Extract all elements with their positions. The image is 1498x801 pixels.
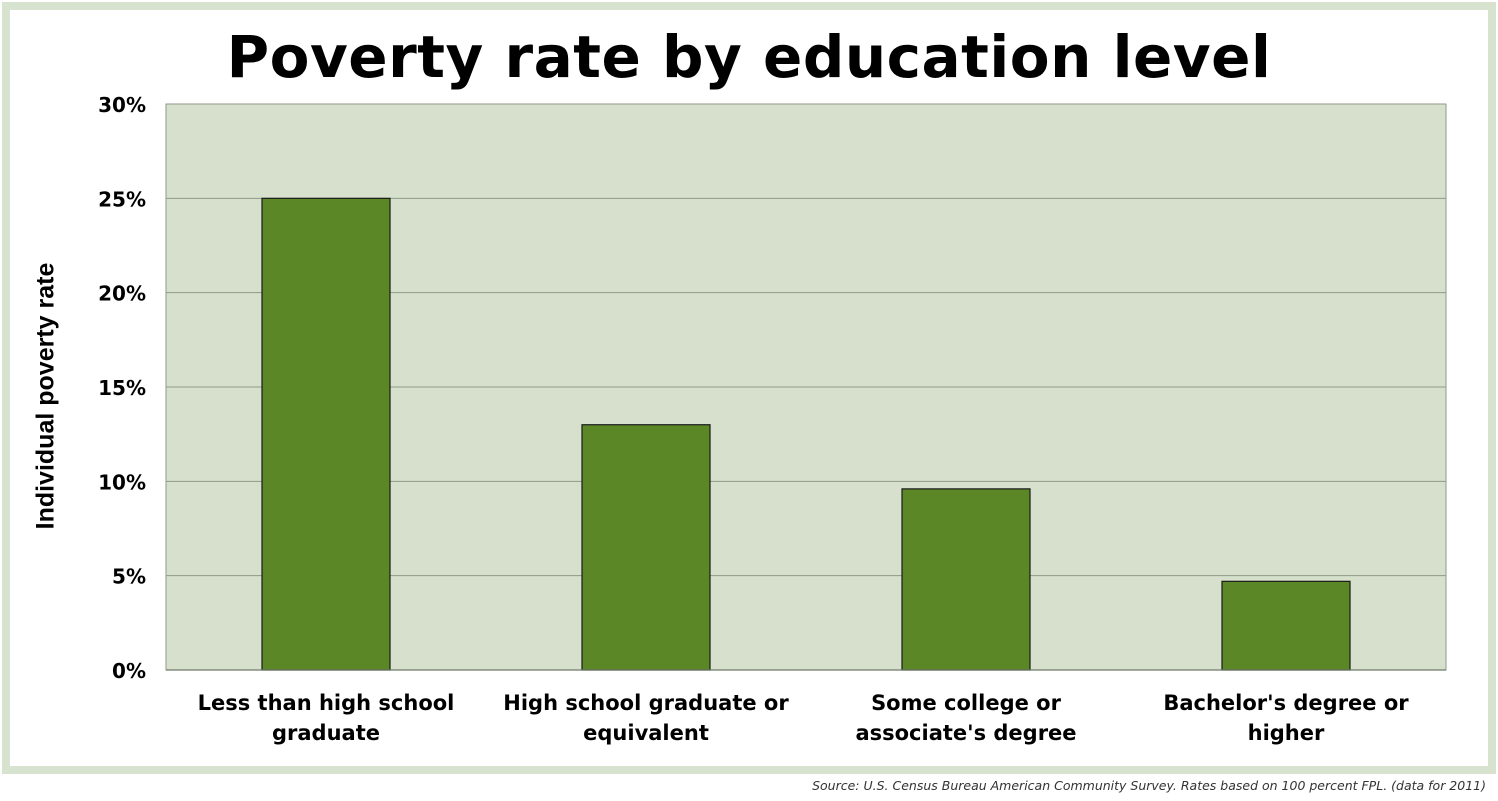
bar xyxy=(1221,580,1351,671)
x-tick-label: Less than high school xyxy=(198,691,455,715)
bar xyxy=(901,488,1031,671)
y-tick-label: 30% xyxy=(98,93,146,117)
source-note: Source: U.S. Census Bureau American Comm… xyxy=(812,778,1486,793)
bar xyxy=(581,424,711,671)
x-tick-label: Bachelor's degree or xyxy=(1163,691,1409,715)
y-tick-label: 25% xyxy=(98,187,146,211)
y-tick-label: 10% xyxy=(98,470,146,494)
x-tick-label: higher xyxy=(1248,721,1325,745)
x-tick-label: Some college or xyxy=(871,691,1062,715)
y-tick-label: 5% xyxy=(112,565,146,589)
bar xyxy=(261,197,391,671)
x-tick-label: graduate xyxy=(272,721,380,745)
y-tick-label: 0% xyxy=(112,659,146,683)
y-tick-label: 20% xyxy=(98,282,146,306)
chart-title: Poverty rate by education level xyxy=(226,23,1272,91)
x-tick-label: associate's degree xyxy=(855,721,1076,745)
x-tick-label: High school graduate or xyxy=(503,691,789,715)
x-tick-label: equivalent xyxy=(583,721,709,745)
y-tick-label: 15% xyxy=(98,376,146,400)
